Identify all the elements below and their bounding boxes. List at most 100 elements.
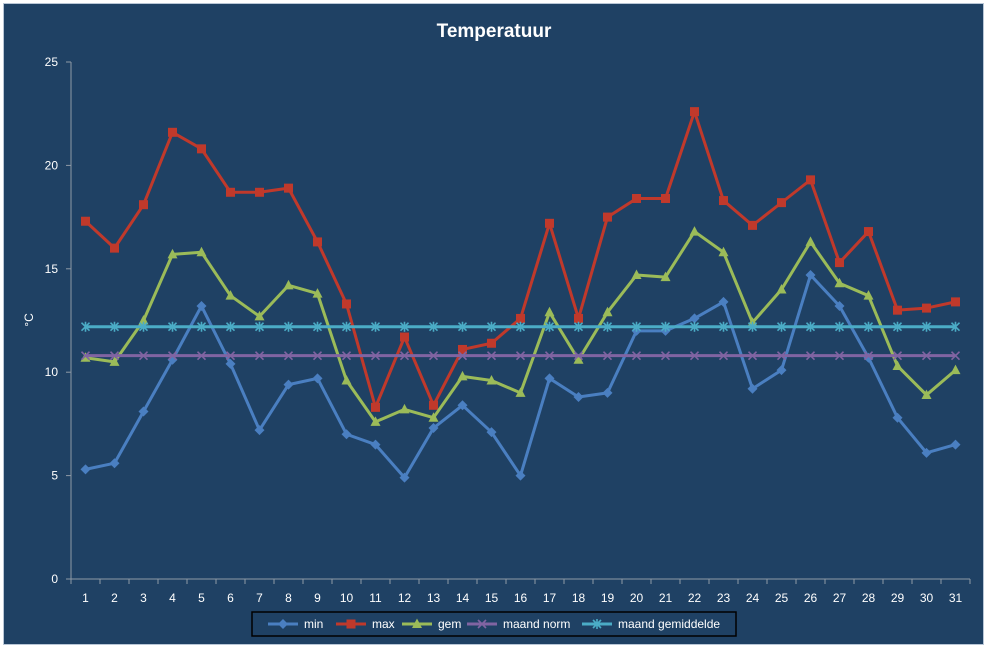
legend-label: min [304,617,323,631]
x-tick-label: 23 [717,591,731,605]
data-point [950,364,961,375]
data-point [81,216,90,226]
data-point [544,351,555,361]
data-point [110,243,119,253]
data-point [718,351,729,361]
data-point [776,283,787,294]
data-point [80,351,91,361]
data-point [109,351,120,361]
data-point [660,351,671,361]
legend-marker [412,618,422,628]
x-tick-label: 31 [949,591,963,605]
data-point [950,439,961,450]
data-point [255,187,264,197]
data-point [457,400,468,411]
x-tick-label: 8 [285,591,292,605]
data-point [80,464,91,475]
x-tick-label: 30 [920,591,934,605]
data-point [400,332,409,342]
data-point [747,383,758,394]
data-point [428,423,439,434]
x-tick-label: 20 [630,591,644,605]
legend-item: gem [402,617,461,631]
data-point [602,306,613,317]
data-point [689,321,700,332]
data-point [225,358,236,369]
legend-item: min [268,617,323,631]
data-point [951,297,960,307]
legend-label: gem [438,617,461,631]
data-point [806,175,815,185]
data-point [776,351,787,361]
data-point [864,227,873,237]
data-point [747,321,758,332]
data-point [370,416,381,426]
data-point [660,321,671,332]
y-tick-label: 25 [45,55,59,69]
data-point [921,321,932,332]
x-tick-label: 27 [833,591,847,605]
data-point [138,321,149,332]
data-point [109,356,120,366]
chart-title: Temperatuur [437,21,552,42]
data-point [950,321,961,332]
data-point [486,427,497,438]
data-point [515,470,526,481]
data-point [428,351,439,361]
data-point [892,351,903,361]
data-point [399,321,410,332]
data-point [719,196,728,206]
legend-item: maand gemiddelde [582,617,720,631]
x-tick-label: 7 [256,591,263,605]
x-tick-label: 21 [659,591,673,605]
data-point [342,299,351,309]
data-point [167,321,178,332]
data-point [718,321,729,332]
data-point [283,379,294,390]
data-point [544,373,555,384]
data-point [139,200,148,210]
data-point [226,187,235,197]
x-tick-label: 22 [688,591,702,605]
data-point [80,321,91,332]
x-tick-label: 13 [427,591,441,605]
series-line [84,110,956,409]
data-point [457,321,468,332]
data-point [370,321,381,332]
data-point [486,321,497,332]
series-max [81,107,960,412]
x-tick-label: 4 [169,591,176,605]
data-point [168,127,177,137]
data-point [429,400,438,410]
data-point [312,321,323,332]
x-tick-label: 6 [227,591,234,605]
data-point [341,429,352,440]
data-point [544,306,555,317]
data-point [834,351,845,361]
legend-item: max [336,617,395,631]
data-point [167,248,178,259]
data-point [370,351,381,361]
data-point [458,344,467,354]
data-point [863,321,874,332]
legend-marker [477,619,487,629]
data-point [254,425,265,436]
data-point [341,351,352,361]
data-point [544,321,555,332]
data-point [457,370,468,381]
x-tick-label: 18 [572,591,586,605]
data-point [428,412,439,422]
data-point [776,365,787,376]
data-point [196,321,207,332]
data-point [631,321,642,332]
legend-item: maand norm [467,617,570,631]
data-point [312,288,323,298]
legend-marker [592,619,602,629]
data-point [399,403,410,414]
legend-box [251,611,737,637]
data-point [167,351,178,361]
legend-label: max [372,617,395,631]
data-point [254,310,265,321]
data-point [950,351,961,361]
x-tick-label: 1 [82,591,89,605]
